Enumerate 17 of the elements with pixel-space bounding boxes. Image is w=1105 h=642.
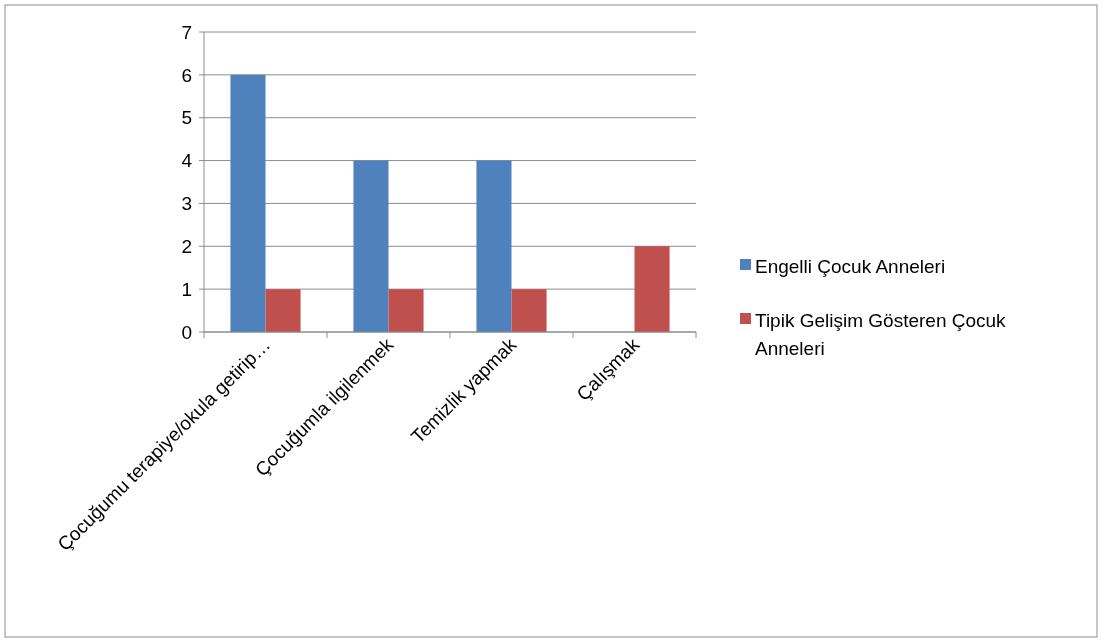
y-tick-label: 6 <box>181 64 192 86</box>
bar <box>353 160 389 332</box>
y-tick-label: 0 <box>181 321 192 343</box>
y-tick-label: 4 <box>181 150 193 172</box>
y-tick-label: 3 <box>181 193 192 215</box>
bar <box>265 289 301 332</box>
bar <box>388 289 424 332</box>
bar <box>230 74 266 332</box>
y-tick-label: 1 <box>181 278 192 300</box>
bar <box>511 289 547 332</box>
bar <box>476 160 512 332</box>
legend-label: Engelli Çocuk Anneleri <box>755 255 946 277</box>
y-tick-label: 2 <box>181 235 192 257</box>
y-tick-label: 7 <box>181 21 192 43</box>
y-tick-label: 5 <box>181 107 192 129</box>
bar <box>634 246 670 332</box>
legend-label: Tipik Gelişim Gösteren Çocuk Anneleri <box>755 309 1007 359</box>
